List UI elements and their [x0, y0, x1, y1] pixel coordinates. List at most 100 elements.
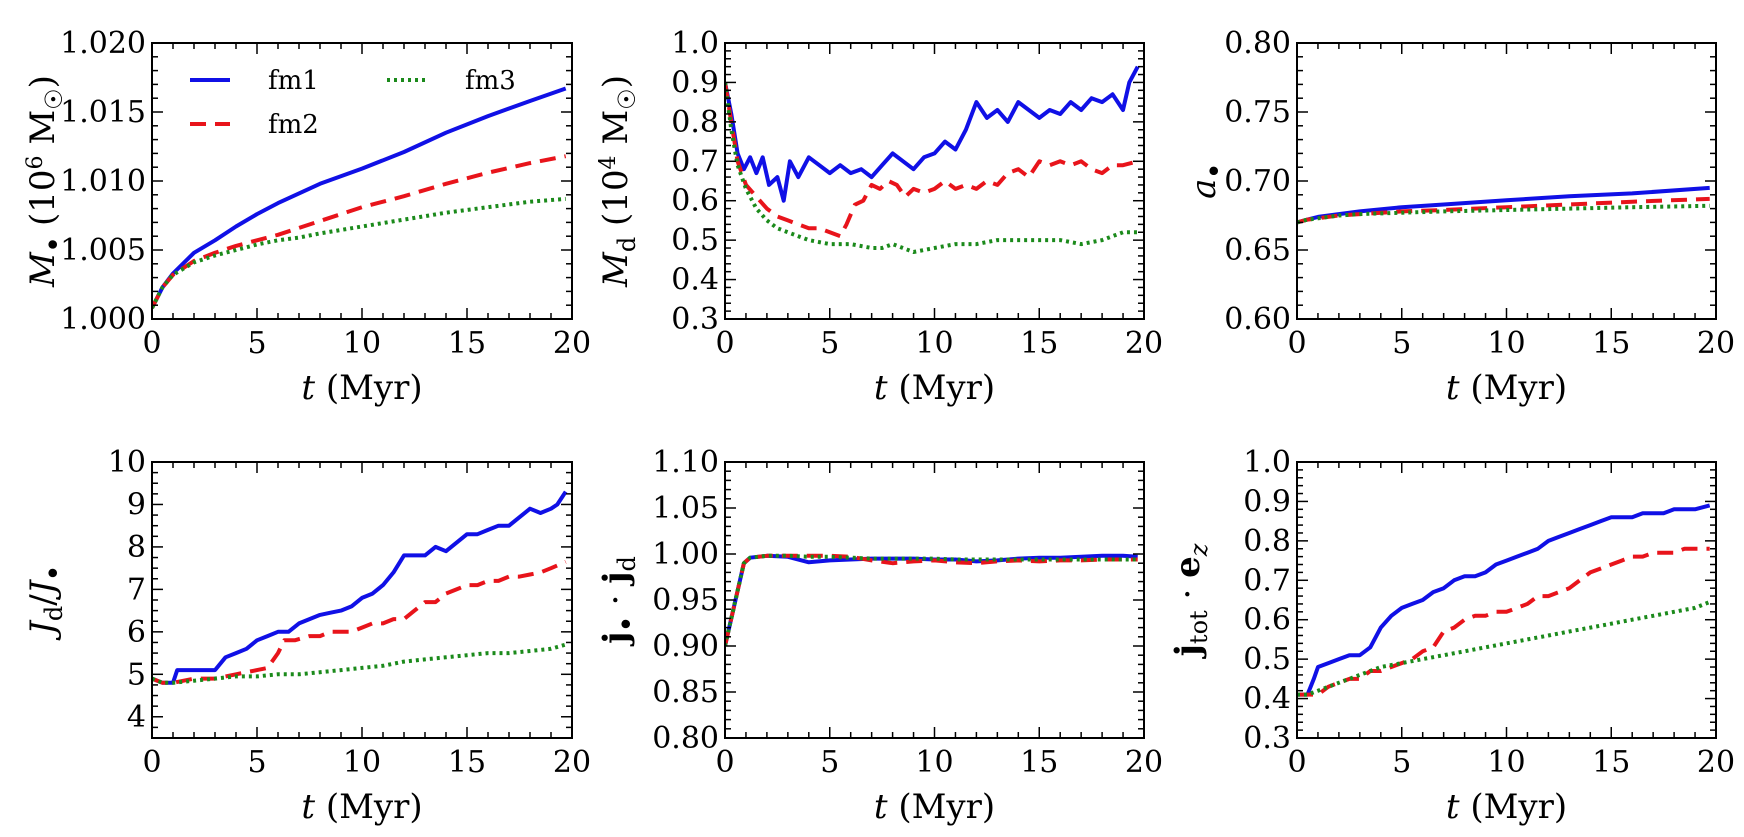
- x-tick-label: 10: [915, 326, 953, 361]
- panel-top-middle: 0 5 10 15 20 0.3 0.4 0.5 0.6 0.7 0.8 0.9 1.0 t (Myr) M…: [596, 26, 1163, 408]
- y-tick-label: 0.85: [652, 675, 719, 710]
- panel-bottom-right: 0 5 10 15 20 0.3 0.4 0.5 0.6 0.7 0.8 0.9 1.0 t (Myr) j…: [1168, 445, 1735, 827]
- series-fm2-line: [152, 559, 567, 685]
- y-tick-label: 0.5: [1243, 642, 1291, 677]
- x-axis-label: t (Myr): [301, 787, 422, 827]
- plot-frame: [1296, 42, 1717, 320]
- x-tick-label: 5: [1392, 745, 1411, 780]
- y-axis-label: a•: [1184, 163, 1229, 199]
- y-tick-label: 9: [127, 487, 146, 522]
- legend-label-fm1: fm1: [268, 66, 319, 96]
- x-tick-label: 20: [553, 326, 591, 361]
- legend-label-fm2: fm2: [268, 110, 319, 140]
- y-tick-label: 0.4: [1243, 682, 1291, 717]
- x-tick-label: 10: [915, 745, 953, 780]
- y-tick-label: 0.95: [652, 583, 719, 618]
- x-tick-label: 0: [142, 745, 161, 780]
- series-fm3-line: [1297, 203, 1710, 225]
- y-tick-label: 4: [127, 700, 146, 735]
- x-tick-label: 15: [1592, 745, 1630, 780]
- y-tick-label: 0.3: [671, 302, 719, 337]
- x-tick-label: 5: [1392, 326, 1411, 361]
- x-tick-label: 0: [142, 326, 161, 361]
- x-tick-label: 5: [820, 745, 839, 780]
- x-tick-label: 10: [343, 326, 381, 361]
- y-tick-label: 0.7: [671, 144, 719, 179]
- y-tick-label: 1.05: [652, 491, 719, 526]
- series-fm2-line: [725, 82, 1139, 239]
- y-tick-label: 7: [127, 572, 146, 607]
- y-tick-label: 0.4: [671, 263, 719, 298]
- x-tick-label: 20: [1697, 745, 1735, 780]
- y-tick-label: 0.9: [671, 65, 719, 100]
- y-axis-label: Md (104 M☉): [596, 75, 641, 288]
- x-tick-label: 10: [343, 745, 381, 780]
- series-fm2-line: [1297, 546, 1710, 697]
- y-tick-label: 8: [127, 530, 146, 565]
- x-tick-label: 0: [1287, 745, 1306, 780]
- y-tick-label: 0.7: [1243, 563, 1291, 598]
- x-tick-label: 20: [1125, 326, 1163, 361]
- x-tick-label: 15: [448, 326, 486, 361]
- y-tick-label: 0.8: [671, 105, 719, 140]
- x-tick-label: 15: [1020, 326, 1058, 361]
- x-tick-label: 20: [1125, 745, 1163, 780]
- y-tick-label: 0.3: [1243, 721, 1291, 756]
- series-fm1-line: [725, 553, 1138, 647]
- panel-top-right: 0 5 10 15 20 0.60 0.65 0.70 0.75 0.80 t (Myr) a•: [1184, 26, 1735, 408]
- y-tick-label: 0.6: [1243, 603, 1291, 638]
- series-fm3-line: [725, 553, 1138, 647]
- x-tick-label: 5: [247, 326, 266, 361]
- y-tick-label: 1.00: [652, 537, 719, 572]
- y-tick-label: 10: [108, 445, 146, 480]
- y-tick-label: 1.000: [60, 302, 146, 337]
- y-axis-label: jtot · ez: [1168, 543, 1213, 659]
- x-axis-label: t (Myr): [1446, 368, 1567, 408]
- x-tick-label: 15: [1592, 326, 1630, 361]
- x-axis-label: t (Myr): [1446, 787, 1567, 827]
- x-tick-label: 15: [1020, 745, 1058, 780]
- x-axis-label: t (Myr): [874, 368, 995, 408]
- y-tick-label: 1.010: [60, 164, 146, 199]
- x-tick-label: 10: [1487, 745, 1525, 780]
- series-fm1-line: [725, 65, 1140, 203]
- y-tick-label: 0.90: [652, 629, 719, 664]
- y-tick-label: 6: [127, 615, 146, 650]
- y-axis-label: j• · jd: [596, 556, 641, 647]
- y-tick-label: 0.75: [1224, 95, 1291, 130]
- x-axis-label: t (Myr): [874, 787, 995, 827]
- y-tick-label: 1.10: [652, 445, 719, 480]
- panel-bottom-left: 0 5 10 15 20 4 5 6 7 8 9 10 t (Myr) Jd/J•: [23, 445, 591, 827]
- y-tick-label: 0.8: [1243, 524, 1291, 559]
- series-fm3-line: [152, 196, 566, 309]
- y-tick-label: 1.020: [60, 26, 146, 61]
- x-tick-label: 20: [1697, 326, 1735, 361]
- x-tick-label: 5: [247, 745, 266, 780]
- series-fm3-line: [152, 642, 567, 685]
- y-axis-label: Jd/J•: [23, 565, 68, 640]
- x-tick-label: 0: [715, 326, 734, 361]
- y-tick-label: 0.80: [1224, 26, 1291, 61]
- series-fm1-line: [152, 490, 568, 685]
- plot-frame: [1296, 461, 1717, 739]
- series-fm1-line: [152, 86, 567, 309]
- x-tick-label: 0: [1287, 326, 1306, 361]
- y-tick-label: 1.015: [60, 95, 146, 130]
- x-tick-label: 5: [820, 326, 839, 361]
- x-tick-label: 0: [715, 745, 734, 780]
- y-tick-label: 1.005: [60, 233, 146, 268]
- plot-frame: [724, 461, 1145, 739]
- y-tick-label: 0.70: [1224, 164, 1291, 199]
- y-axis-label: M• (106 M☉): [23, 75, 68, 288]
- y-tick-label: 0.65: [1224, 233, 1291, 268]
- x-tick-label: 15: [448, 745, 486, 780]
- y-tick-label: 0.5: [671, 223, 719, 258]
- y-tick-label: 0.80: [652, 721, 719, 756]
- legend: fm1 fm2 fm3: [190, 66, 516, 140]
- y-tick-label: 0.9: [1243, 484, 1291, 519]
- x-tick-label: 20: [553, 745, 591, 780]
- panel-top-left: 0 5 10 15 20 1.000 1.005 1.010 1.015 1.020 t (Myr)…: [23, 26, 591, 408]
- y-tick-label: 1.0: [1243, 445, 1291, 480]
- x-axis-label: t (Myr): [301, 368, 422, 408]
